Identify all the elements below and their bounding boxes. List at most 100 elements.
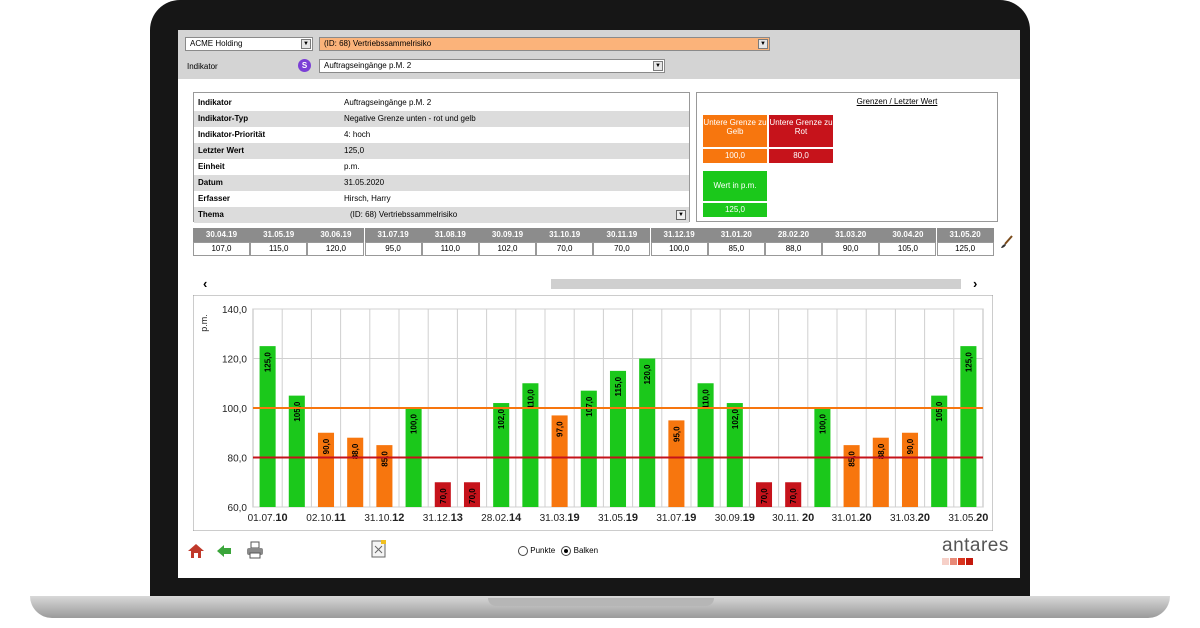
bar-value-label: 102,0 [497, 409, 506, 430]
company-select-value: ACME Holding [190, 39, 243, 48]
bar-value-label: 70,0 [439, 488, 448, 504]
value-history-table: 30.04.19 107,0 31.05.19 115,0 30.06.19 120,0 3… [193, 228, 994, 258]
x-tick-date: 30.11. [772, 513, 802, 524]
print-icon[interactable] [246, 541, 264, 559]
history-value: 125,0 [936, 242, 994, 256]
bar [580, 390, 597, 507]
last-value-label: Wert in p.m. [703, 171, 767, 201]
bar [872, 437, 889, 507]
x-tick-year: 19 [626, 512, 638, 524]
bar-value-label: 105,0 [935, 401, 944, 422]
bar-value-label: 90,0 [322, 438, 331, 454]
history-cell: 30.04.20 105,0 [879, 228, 937, 258]
bar-chart: 60,0 80,0 100,0 120,0 140,0 p.m. 125,0 105,0 90,… [192, 294, 994, 532]
x-tick-label: 31.12.13 [423, 512, 463, 524]
indicator-details-panel: Indikator Auftragseingänge p.M. 2 Indikat… [193, 92, 690, 223]
x-tick-year: 11 [334, 512, 346, 524]
bar [697, 383, 714, 507]
radio-points-label: Punkte [530, 546, 556, 556]
bottom-toolbar: Punkte Balken [178, 537, 1020, 565]
history-cell: 31.05.19 115,0 [250, 228, 308, 258]
bar [901, 432, 919, 507]
detail-value: (ID: 68) Vertriebssammelrisiko [350, 210, 458, 219]
logo-square [942, 558, 949, 565]
bar-value-label: 100,0 [818, 413, 827, 434]
x-tick-label: 31.10.12 [364, 512, 404, 524]
history-value: 115,0 [250, 242, 308, 256]
back-arrow-icon[interactable] [216, 543, 232, 559]
home-icon[interactable] [187, 542, 205, 560]
antares-logo: antares [942, 535, 1009, 556]
scroll-right-arrow[interactable]: › [973, 276, 978, 291]
red-limit-label: Untere Grenze zu Rot [769, 115, 833, 147]
chevron-down-icon[interactable]: ▼ [301, 39, 311, 49]
bar-value-label: 95,0 [672, 426, 681, 442]
detail-row: Indikator-Priorität 4: hoch [194, 127, 689, 143]
bar [755, 482, 773, 507]
bar [785, 482, 802, 507]
history-value: 70,0 [536, 242, 594, 256]
bar [463, 482, 481, 507]
bar-value-label: 88,0 [351, 443, 360, 459]
history-value: 90,0 [822, 242, 880, 256]
indicator-select[interactable]: Auftragseingänge p.M. 2 ▼ [319, 59, 665, 73]
radio-points[interactable] [518, 546, 528, 556]
bar-value-label: 110,0 [526, 389, 535, 409]
history-date: 30.09.19 [479, 228, 536, 242]
y-tick-label: 100,0 [222, 404, 247, 415]
company-select[interactable]: ACME Holding ▼ [185, 37, 313, 51]
risk-select[interactable]: (ID: 68) Vertriebssammelrisiko ▼ [319, 37, 770, 51]
chart-svg: 60,0 80,0 100,0 120,0 140,0 p.m. 125,0 105,0 90,… [192, 294, 994, 532]
history-date: 30.06.19 [307, 228, 365, 242]
risk-select-value: (ID: 68) Vertriebssammelrisiko [324, 39, 432, 48]
bar [376, 445, 393, 507]
chevron-down-icon[interactable]: ▼ [653, 61, 663, 71]
x-tick-date: 31.12. [423, 513, 451, 524]
export-document-icon[interactable] [371, 540, 387, 558]
chevron-down-icon[interactable]: ▼ [676, 210, 686, 220]
x-tick-date: 30.09. [715, 513, 743, 524]
chart-type-radio-group: Punkte Balken [518, 546, 598, 556]
bar-value-label: 70,0 [760, 488, 769, 504]
detail-key: Letzter Wert [198, 146, 245, 155]
bar [317, 432, 335, 507]
limits-title: Grenzen / Letzter Wert [856, 97, 938, 106]
detail-key: Erfasser [198, 194, 231, 203]
bar [288, 395, 305, 507]
detail-row-theme[interactable]: Thema (ID: 68) Vertriebssammelrisiko ▼ [194, 207, 689, 223]
chevron-down-icon[interactable]: ▼ [758, 39, 768, 49]
history-value: 105,0 [879, 242, 937, 256]
history-date: 31.03.20 [822, 228, 880, 242]
detail-key: Thema [198, 210, 224, 219]
y-axis-label: p.m. [199, 314, 209, 332]
history-date: 30.11.19 [593, 228, 651, 242]
detail-value: Auftragseingänge p.M. 2 [344, 98, 432, 107]
bar-value-label: 105,0 [293, 401, 302, 422]
x-tick-label: 30.11. 20 [772, 512, 814, 524]
x-tick-label: 31.03.19 [540, 512, 580, 524]
yellow-limit-value: 100,0 [703, 149, 767, 163]
history-value: 107,0 [193, 242, 250, 256]
scroll-thumb[interactable] [551, 279, 961, 289]
x-tick-year: 20 [918, 512, 930, 524]
history-cell: 30.09.19 102,0 [479, 228, 536, 258]
detail-row: Letzter Wert 125,0 [194, 143, 689, 159]
edit-brush-icon[interactable] [1000, 235, 1014, 249]
y-tick-label: 140,0 [222, 305, 247, 316]
history-date: 28.02.20 [765, 228, 822, 242]
x-tick-date: 31.03. [890, 513, 918, 524]
chart-scrollbar[interactable]: ‹ › [193, 276, 993, 291]
x-tick-date: 31.03. [540, 513, 568, 524]
bar-value-label: 100,0 [410, 413, 419, 434]
x-tick-label: 28.02.14 [481, 512, 522, 524]
detail-row: Datum 31.05.2020 [194, 175, 689, 191]
scroll-left-arrow[interactable]: ‹ [203, 276, 208, 291]
detail-row: Indikator Auftragseingänge p.M. 2 [194, 95, 689, 111]
x-tick-year: 20 [859, 512, 871, 524]
app-screen: ACME Holding ▼ (ID: 68) Vertriebssammelr… [178, 30, 1020, 578]
history-date: 31.01.20 [707, 228, 765, 242]
history-date: 30.04.20 [879, 228, 937, 242]
logo-square [958, 558, 965, 565]
logo-square [950, 558, 957, 565]
radio-bars[interactable] [561, 546, 572, 556]
